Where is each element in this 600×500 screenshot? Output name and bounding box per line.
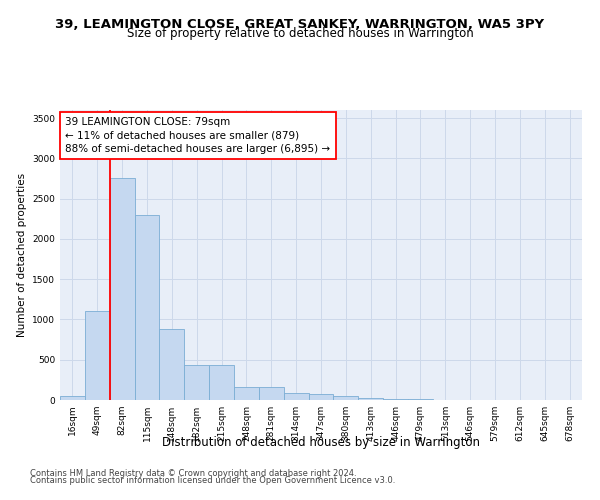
Text: Size of property relative to detached houses in Warrington: Size of property relative to detached ho… (127, 28, 473, 40)
Bar (60, 396, 85, 400)
Text: Contains public sector information licensed under the Open Government Licence v3: Contains public sector information licen… (30, 476, 395, 485)
Bar (209, 366, 234, 400)
Bar (408, 399, 433, 400)
Bar (308, 394, 334, 400)
Bar (85, 312, 110, 400)
Bar (160, 329, 184, 400)
Y-axis label: Number of detached properties: Number of detached properties (17, 173, 26, 337)
Bar (334, 396, 358, 400)
Bar (259, 387, 284, 400)
Bar (284, 393, 308, 400)
Text: Contains HM Land Registry data © Crown copyright and database right 2024.: Contains HM Land Registry data © Crown c… (30, 468, 356, 477)
Bar (110, 178, 134, 400)
Text: Distribution of detached houses by size in Warrington: Distribution of detached houses by size … (162, 436, 480, 449)
Bar (383, 399, 408, 400)
Text: 39, LEAMINGTON CLOSE, GREAT SANKEY, WARRINGTON, WA5 3PY: 39, LEAMINGTON CLOSE, GREAT SANKEY, WARR… (55, 18, 545, 30)
Bar (358, 398, 383, 400)
Bar (184, 366, 209, 400)
Bar (234, 387, 259, 400)
Bar (134, 214, 160, 400)
Text: 39 LEAMINGTON CLOSE: 79sqm
← 11% of detached houses are smaller (879)
88% of sem: 39 LEAMINGTON CLOSE: 79sqm ← 11% of deta… (65, 117, 331, 154)
